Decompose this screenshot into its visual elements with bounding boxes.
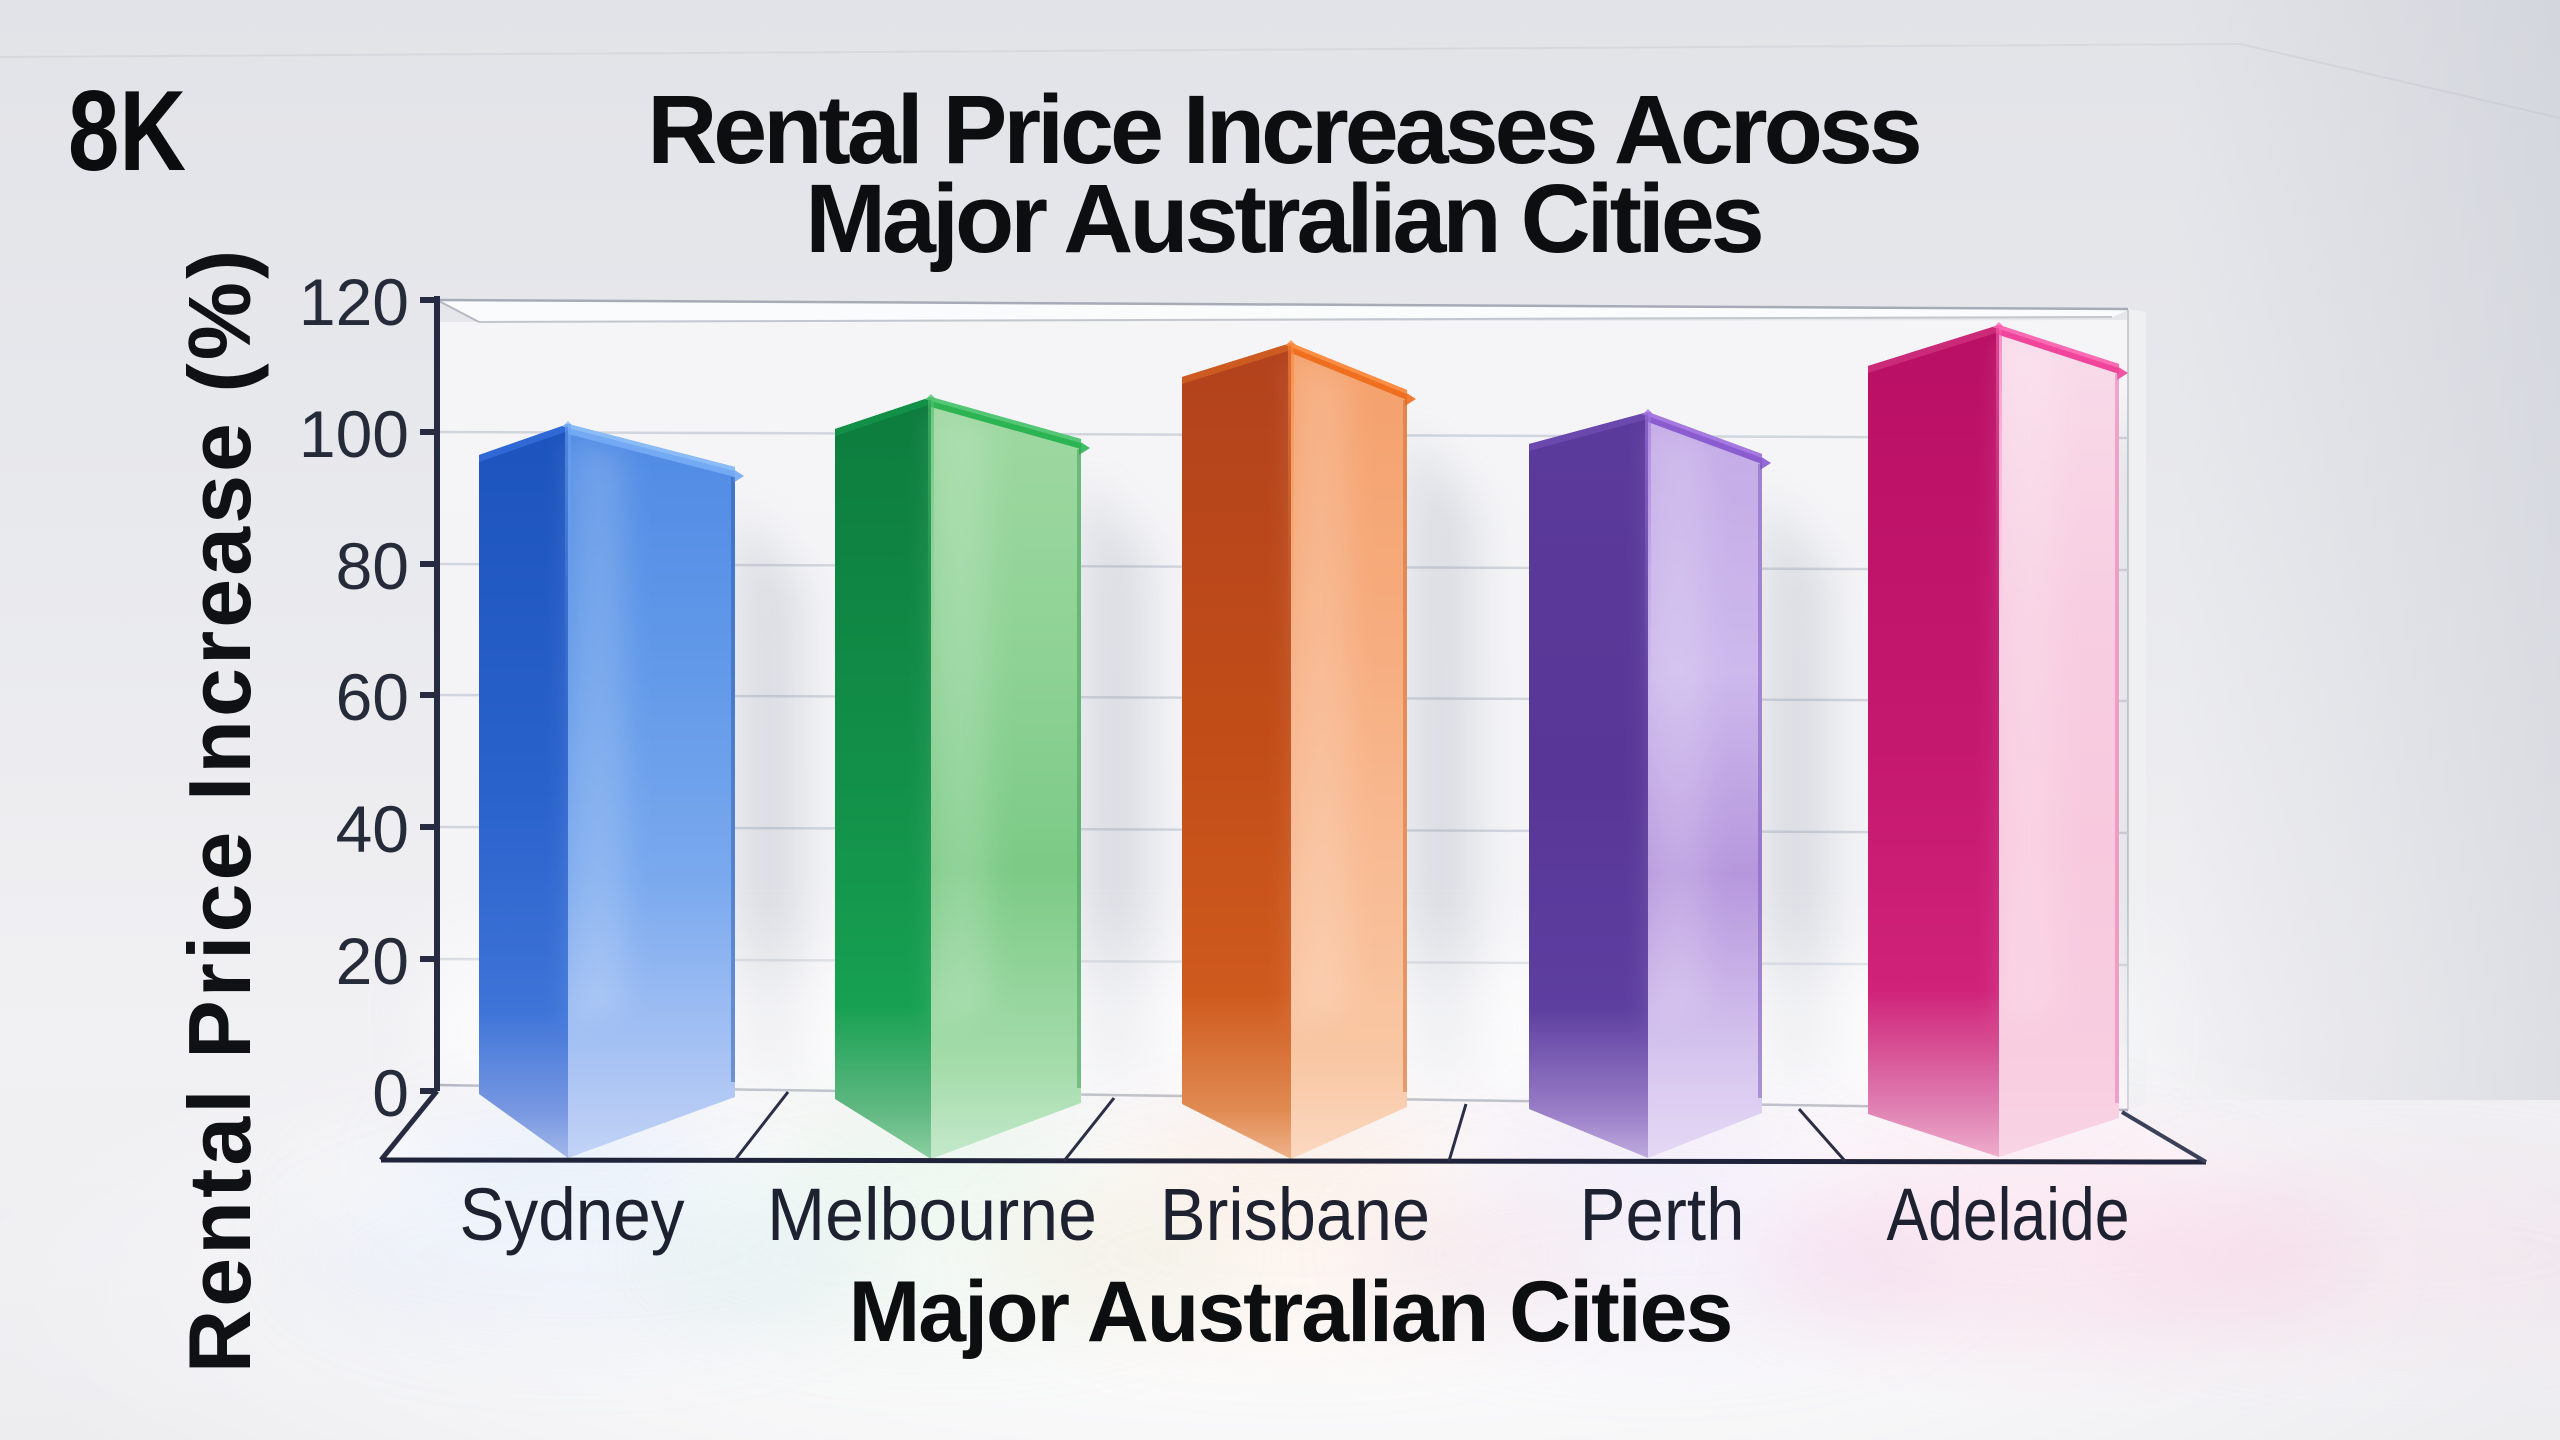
svg-text:Sydney: Sydney bbox=[460, 1173, 685, 1256]
svg-text:60: 60 bbox=[336, 660, 409, 734]
svg-text:Major Australian Cities: Major Australian Cities bbox=[849, 1264, 1732, 1360]
svg-text:Rental Price Increase (%): Rental Price Increase (%) bbox=[170, 247, 269, 1374]
svg-text:Major Australian Cities: Major Australian Cities bbox=[805, 164, 1761, 273]
svg-text:Perth: Perth bbox=[1580, 1173, 1745, 1256]
svg-text:0: 0 bbox=[372, 1056, 409, 1130]
svg-text:Melbourne: Melbourne bbox=[767, 1173, 1097, 1256]
svg-text:Brisbane: Brisbane bbox=[1160, 1173, 1430, 1256]
svg-text:80: 80 bbox=[336, 529, 409, 603]
svg-text:20: 20 bbox=[336, 924, 409, 998]
svg-text:8K: 8K bbox=[68, 68, 186, 195]
svg-text:Adelaide: Adelaide bbox=[1887, 1173, 2130, 1256]
svg-text:100: 100 bbox=[299, 397, 409, 471]
svg-text:120: 120 bbox=[299, 265, 409, 339]
svg-text:40: 40 bbox=[336, 792, 409, 866]
svg-text:Rental Price Increases Across: Rental Price Increases Across bbox=[647, 75, 1919, 184]
